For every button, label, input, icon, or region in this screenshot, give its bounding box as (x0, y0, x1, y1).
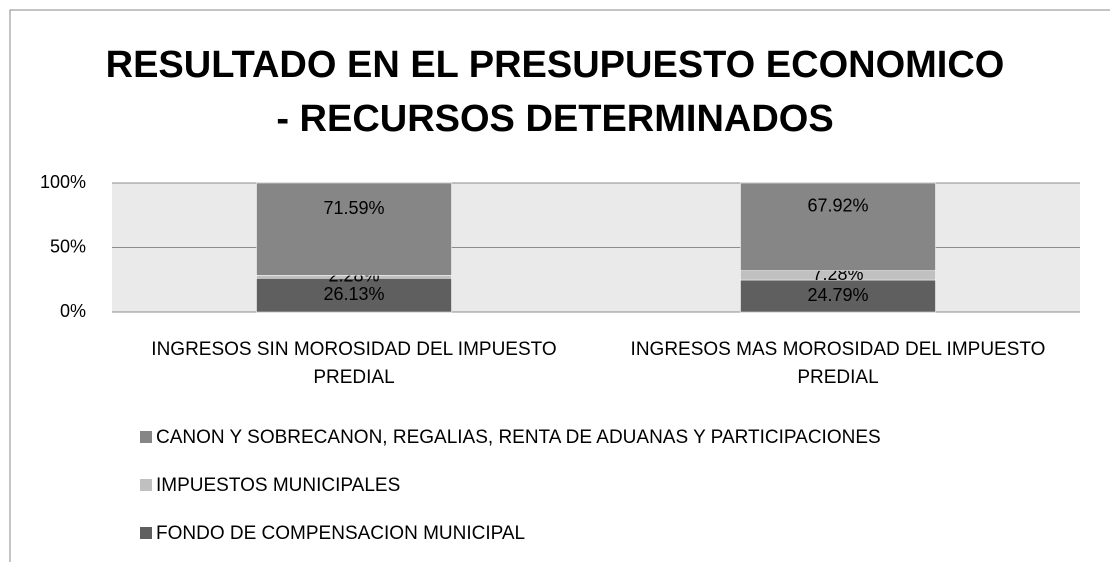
legend-label: CANON Y SOBRECANON, REGALIAS, RENTA DE A… (156, 427, 881, 448)
x-tick-label: INGRESOS SIN MOROSIDAD DEL IMPUESTO PRED… (151, 339, 557, 388)
legend-swatch (140, 527, 152, 539)
chart-title: RESULTADO EN EL PRESUPUESTO ECONOMICO - … (105, 44, 1005, 140)
legend-label: FONDO DE COMPENSACION MUNICIPAL (156, 523, 525, 544)
legend-swatch (140, 431, 152, 443)
data-label: 24.79% (807, 285, 868, 305)
x-tick-label: INGRESOS MAS MOROSIDAD DEL IMPUESTO PRED… (630, 339, 1046, 388)
bar-segment (740, 279, 936, 313)
data-label: 71.59% (323, 198, 384, 218)
bar-segment (740, 182, 936, 271)
bar-segment (256, 182, 452, 276)
bar-segment (256, 278, 452, 313)
legend-label: IMPUESTOS MUNICIPALES (156, 475, 400, 496)
y-tick-label: 100% (40, 172, 86, 192)
data-label: 26.13% (323, 284, 384, 304)
y-tick-label: 0% (60, 301, 86, 321)
data-label: 67.92% (807, 196, 868, 216)
y-tick-label: 50% (50, 236, 86, 256)
legend-swatch (140, 479, 152, 491)
chart-frame (9, 9, 1110, 562)
